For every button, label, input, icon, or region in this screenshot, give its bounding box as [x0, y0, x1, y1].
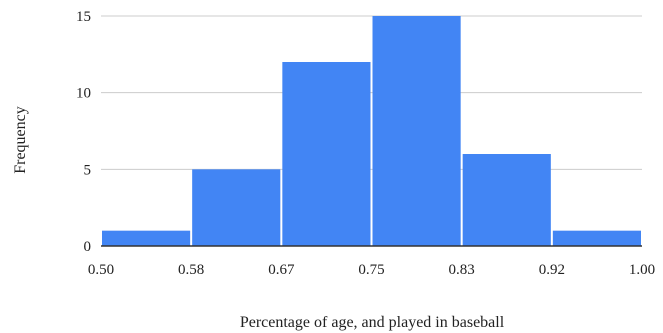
x-tick-label: 0.75: [358, 262, 384, 278]
histogram-bar: [282, 62, 371, 246]
gridlines: [101, 15, 642, 170]
y-tick-label: 0: [84, 239, 92, 255]
histogram-bar: [372, 16, 461, 246]
x-tick-label: 0.83: [449, 262, 475, 278]
x-tick-label: 0.67: [268, 262, 295, 278]
y-tick-label: 5: [84, 162, 92, 178]
x-tick-label: 0.50: [88, 262, 114, 278]
x-tick-label: 1.00: [629, 262, 655, 278]
y-tick-label: 10: [76, 86, 91, 102]
histogram-bar: [102, 230, 191, 246]
x-tick-labels: 0.50 0.58 0.67 0.75 0.83 0.92 1.00: [88, 262, 655, 278]
histogram-bar: [462, 154, 551, 246]
x-tick-label: 0.58: [178, 262, 204, 278]
x-axis-title: Percentage of age, and played in basebal…: [240, 314, 505, 331]
histogram-bar: [192, 169, 281, 246]
histogram-bar: [552, 230, 641, 246]
x-tick-label: 0.92: [539, 262, 565, 278]
histogram-bars: [102, 16, 641, 246]
y-axis-title: Frequency: [12, 106, 29, 174]
y-tick-label: 15: [76, 9, 91, 25]
y-tick-labels: 0 5 10 15: [76, 9, 91, 255]
